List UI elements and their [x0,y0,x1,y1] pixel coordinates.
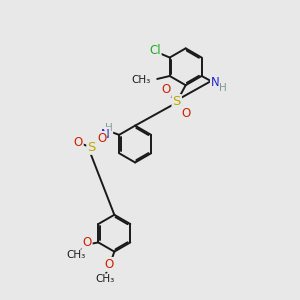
Text: H: H [105,123,112,133]
Text: O: O [182,107,191,120]
Text: O: O [104,258,114,271]
Text: CH₃: CH₃ [66,250,85,260]
Text: O: O [74,136,83,149]
Text: Cl: Cl [149,44,161,57]
Text: O: O [161,83,171,96]
Text: S: S [87,141,96,154]
Text: S: S [172,95,181,108]
Text: H: H [219,83,227,93]
Text: N: N [101,128,110,141]
Text: N: N [211,76,220,89]
Text: O: O [82,236,92,249]
Text: CH₃: CH₃ [131,76,151,85]
Text: CH₃: CH₃ [95,274,114,284]
Text: O: O [97,132,106,145]
